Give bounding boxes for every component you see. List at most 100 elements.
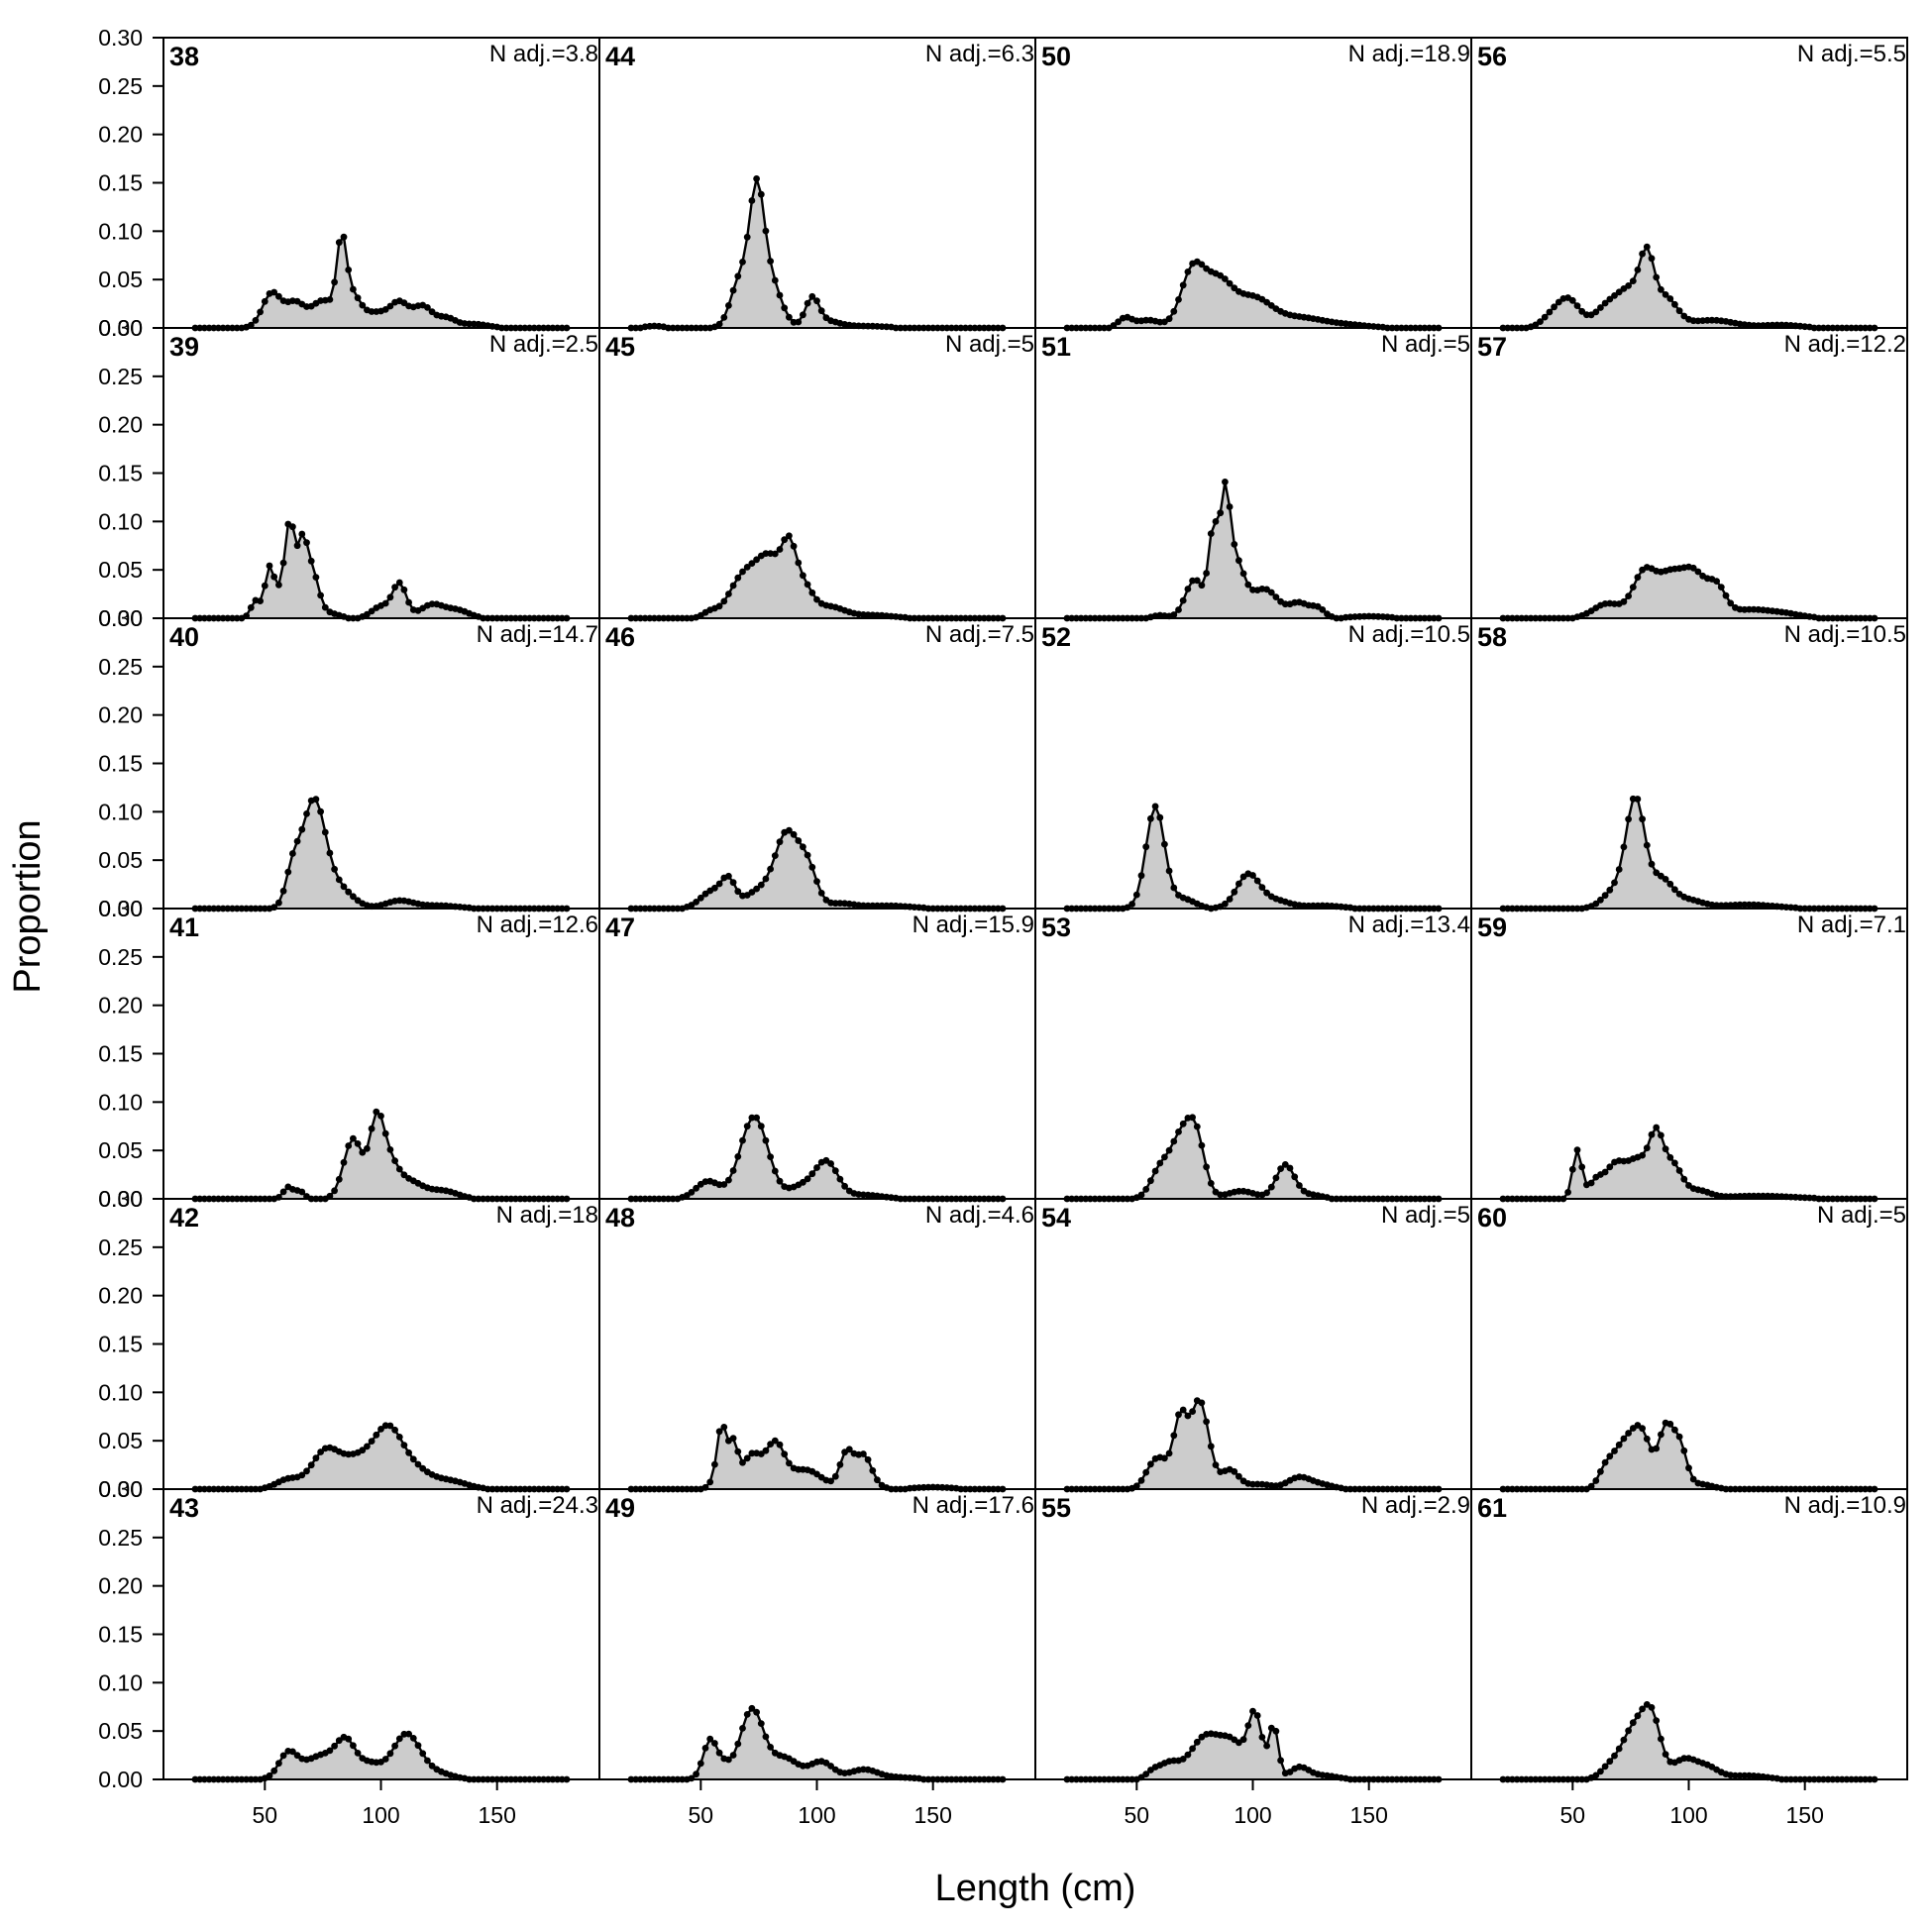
data-point (808, 1170, 816, 1178)
data-point (1267, 1183, 1275, 1191)
panel-51-points (1063, 479, 1443, 622)
data-point (1680, 1447, 1688, 1454)
data-point (419, 1464, 427, 1472)
data-point (1137, 872, 1145, 880)
panel-52-n-adj: N adj.=10.5 (1348, 621, 1470, 648)
panel-58-n-adj: N adj.=10.5 (1784, 621, 1906, 648)
data-point (1592, 308, 1600, 316)
data-point (1253, 1712, 1261, 1719)
panel-50-area (1067, 262, 1439, 328)
data-point (381, 599, 389, 607)
y-tick-label: 0.25 (98, 364, 143, 389)
panel-47-label: 47 (605, 912, 635, 942)
data-point (786, 313, 793, 321)
data-point (1226, 503, 1234, 510)
panel-61-label: 61 (1477, 1493, 1507, 1523)
data-point (317, 1449, 324, 1455)
data-point (739, 1136, 746, 1144)
panel-53-area (1067, 1117, 1439, 1199)
data-point (321, 828, 329, 836)
y-tick-label: 0.00 (98, 605, 143, 631)
data-point (720, 597, 728, 605)
data-point (368, 308, 376, 315)
x-tick-label: 150 (479, 1802, 516, 1828)
data-point (1666, 880, 1674, 888)
data-point (813, 297, 820, 305)
data-point (748, 560, 756, 567)
data-point (340, 233, 348, 241)
panel-38-n-adj: N adj.=3.8 (489, 41, 598, 67)
panel-54-area (1067, 1400, 1439, 1489)
data-point (405, 598, 412, 606)
data-point (1597, 896, 1604, 904)
panel-46-label: 46 (605, 622, 635, 652)
data-point (693, 1771, 699, 1778)
data-point (720, 1181, 728, 1188)
data-point (1606, 886, 1614, 894)
data-point (1226, 896, 1234, 903)
y-tick-label: 0.20 (98, 993, 143, 1019)
data-point (845, 1446, 853, 1453)
x-tick-label: 50 (689, 1802, 714, 1828)
data-point (697, 1760, 704, 1768)
x-tick-label: 100 (798, 1802, 835, 1828)
panel-51-label: 51 (1041, 332, 1071, 362)
data-point (1142, 1186, 1150, 1193)
data-point (395, 579, 403, 587)
data-point (1648, 1704, 1656, 1711)
y-tick-label: 0.10 (98, 1379, 143, 1405)
data-point (800, 311, 806, 319)
data-point (734, 1153, 742, 1160)
data-point (1620, 843, 1628, 851)
panel-47: 47 N adj.=15.9 (598, 908, 1036, 1203)
data-point (1296, 1182, 1303, 1189)
data-point (827, 1160, 834, 1167)
data-point (405, 1449, 412, 1456)
data-point (767, 865, 774, 873)
panel-49-label: 49 (605, 1493, 635, 1523)
data-point (1207, 1443, 1215, 1450)
data-point (1578, 307, 1586, 315)
data-point (697, 894, 704, 902)
data-point (1680, 1755, 1688, 1763)
panel-47-n-adj: N adj.=15.9 (912, 912, 1034, 938)
panel-44-n-adj: N adj.=6.3 (925, 41, 1034, 67)
panel-48-label: 48 (605, 1203, 635, 1233)
data-point (1165, 1449, 1173, 1457)
data-point (1226, 279, 1234, 287)
data-point (350, 1134, 357, 1142)
data-point (1249, 1707, 1256, 1715)
data-point (1189, 1745, 1196, 1753)
data-point (1277, 1757, 1284, 1765)
data-point (1170, 1757, 1178, 1765)
panel-48-area (631, 1427, 1003, 1489)
data-point (303, 539, 310, 547)
data-point (1165, 867, 1173, 875)
data-point (1606, 1452, 1614, 1460)
data-point (734, 574, 742, 582)
data-point (739, 1725, 746, 1732)
data-point (831, 1167, 839, 1175)
data-point (261, 582, 268, 590)
y-tick-label: 0.30 (98, 1476, 143, 1502)
data-point (270, 288, 278, 296)
y-tick-label: 0.15 (98, 461, 143, 486)
data-point (729, 286, 737, 294)
data-point (414, 1742, 422, 1750)
data-point (786, 826, 793, 834)
data-point (1198, 1141, 1206, 1149)
data-point (1198, 261, 1206, 268)
data-point (247, 603, 255, 611)
data-point (1639, 1425, 1646, 1433)
data-point (1170, 1137, 1178, 1145)
data-point (1147, 1177, 1154, 1185)
x-tick-label: 150 (914, 1802, 952, 1828)
data-point (1568, 1165, 1576, 1173)
data-point (1546, 308, 1554, 316)
panel-58-points (1499, 795, 1878, 912)
y-tick-label: 0.25 (98, 1234, 143, 1260)
panel-59-area (1503, 1127, 1875, 1199)
data-point (1625, 1430, 1632, 1437)
data-point (1568, 296, 1576, 304)
data-point (1648, 1130, 1656, 1138)
